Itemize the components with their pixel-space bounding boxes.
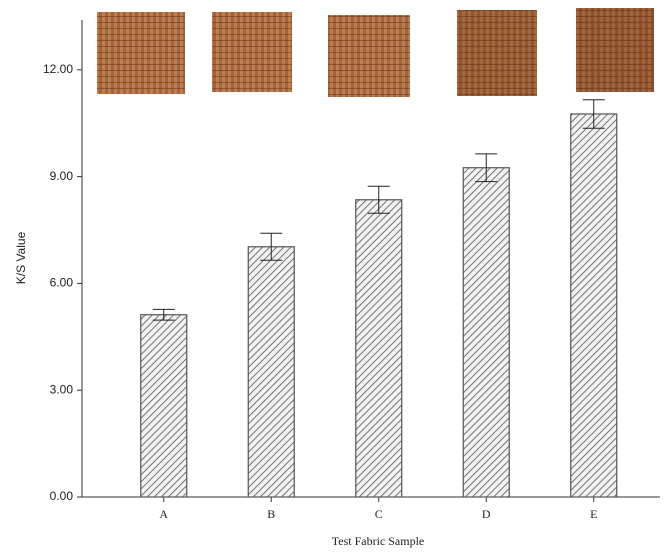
bar	[248, 247, 294, 497]
fabric-image	[97, 12, 185, 94]
x-tick-label: D	[482, 507, 491, 521]
y-tick-label: 0.00	[50, 489, 74, 503]
fabric-shade	[457, 10, 537, 96]
bar	[463, 168, 509, 497]
x-axis-title: Test Fabric Sample	[332, 534, 424, 548]
x-tick-label: A	[159, 507, 168, 521]
y-tick-label: 9.00	[50, 169, 74, 183]
fabric-images	[97, 8, 654, 97]
y-tick-label: 12.00	[43, 62, 73, 76]
fabric-shade	[576, 8, 654, 92]
bar	[571, 114, 617, 497]
y-tick-label: 3.00	[50, 382, 74, 396]
x-tick-label: B	[267, 507, 275, 521]
x-tick-label: E	[590, 507, 597, 521]
bar	[141, 315, 187, 497]
chart: K/S Value Test Fabric Sample 0.00 3.00 6.0…	[0, 0, 666, 555]
y-axis-title: K/S Value	[14, 231, 28, 284]
x-tick-label: C	[375, 507, 383, 521]
y-tick-label: 6.00	[50, 276, 74, 290]
bar	[356, 200, 402, 497]
fabric-image	[212, 12, 292, 92]
fabric-image	[328, 15, 410, 97]
